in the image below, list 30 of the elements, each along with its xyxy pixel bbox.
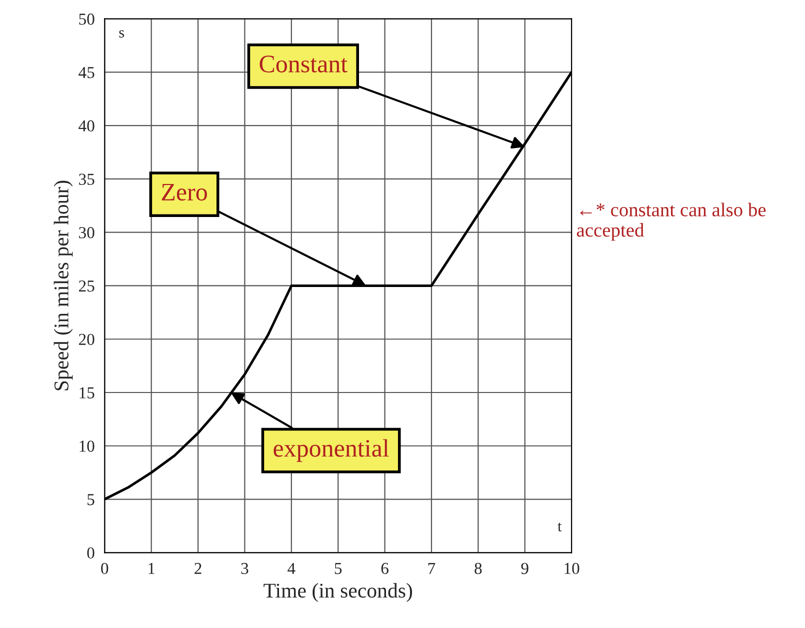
x-tick-label: 10 <box>564 562 580 574</box>
x-tick-label: 7 <box>428 563 436 574</box>
x-tick-label: 1 <box>148 562 155 574</box>
y-tick-label: 35 <box>79 174 94 185</box>
x-tick-label: 5 <box>334 563 342 574</box>
annotation: s <box>119 30 124 38</box>
x-tick-label: 4 <box>288 562 296 574</box>
x-tick-label: 9 <box>521 562 528 574</box>
annotation: Constant <box>260 56 348 72</box>
y-tick-label: 30 <box>79 227 94 238</box>
y-axis-title: Speed (in miles per hour) <box>54 180 73 390</box>
x-tick-label: 0 <box>101 562 108 574</box>
y-tick-label: 50 <box>79 14 94 25</box>
y-tick-label: 45 <box>78 67 94 78</box>
x-axis-title: Time (in seconds) <box>264 583 412 602</box>
y-tick-label: 15 <box>80 387 94 398</box>
y-tick-label: 25 <box>78 280 94 292</box>
y-tick-label: 5 <box>88 494 94 506</box>
y-tick-label: 10 <box>80 440 94 452</box>
x-tick-label: 8 <box>474 562 482 574</box>
text: ←* constant can also be accepted <box>576 202 766 241</box>
y-tick-label: 20 <box>78 334 94 346</box>
x-tick-label: 3 <box>241 562 248 574</box>
annotation: Zero <box>162 184 207 201</box>
annotation: exponential <box>274 439 389 462</box>
x-tick-label: 6 <box>381 562 388 574</box>
y-tick-label: 40 <box>78 120 94 132</box>
y-tick-label: 0 <box>87 547 94 559</box>
annotation: t <box>558 522 562 532</box>
x-tick-label: 2 <box>194 562 202 574</box>
